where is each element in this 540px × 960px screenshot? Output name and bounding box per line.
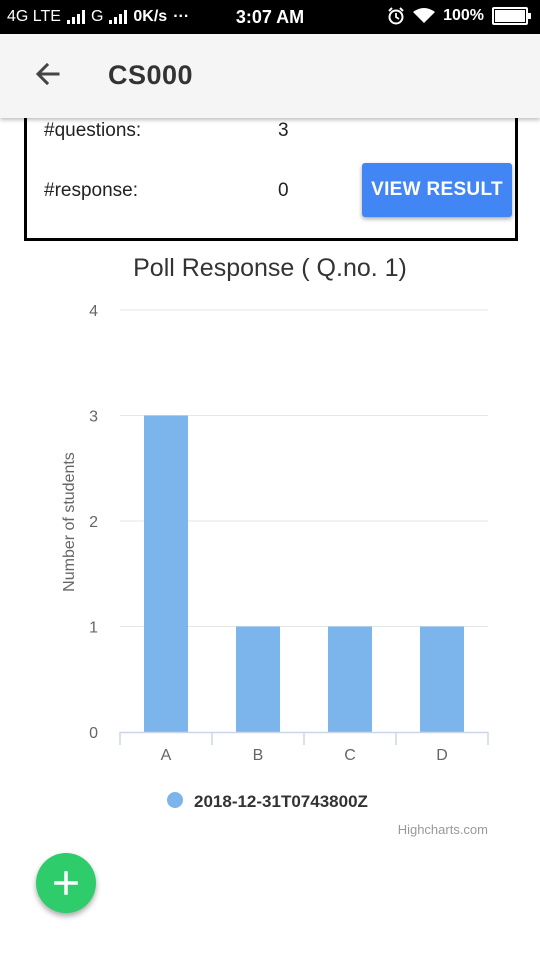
bar-A[interactable] — [144, 415, 188, 733]
x-tick-label: B — [253, 747, 264, 764]
bar-C[interactable] — [328, 626, 372, 733]
chart-legend[interactable]: 2018-12-31T0743800Z — [167, 792, 368, 811]
questions-value: 3 — [278, 120, 289, 141]
speed-label: 0K/s — [133, 8, 168, 25]
network-label: 4G LTE — [7, 8, 61, 25]
y-tick-label: 2 — [89, 514, 98, 531]
more-dots: ··· — [173, 8, 190, 25]
bar-B[interactable] — [236, 626, 280, 733]
battery-icon — [492, 7, 531, 25]
wifi-icon — [413, 8, 436, 23]
x-tick-label: D — [436, 747, 448, 764]
y-tick-label: 1 — [89, 620, 98, 637]
y-axis-ticks: 0 1 2 3 4 — [89, 303, 98, 742]
chart-title: Poll Response ( Q.no. 1) — [133, 254, 407, 282]
x-axis: A B C D — [119, 731, 489, 764]
y-axis-label: Number of students — [61, 452, 78, 592]
x-tick-label: A — [161, 747, 172, 764]
status-left: 4G LTE G 0K/s ··· — [7, 8, 189, 26]
legend-marker — [167, 792, 183, 808]
y-tick-label: 4 — [89, 303, 98, 320]
view-result-button[interactable]: VIEW RESULT — [362, 163, 512, 217]
alarm-icon — [388, 7, 404, 25]
plus-icon — [54, 871, 78, 895]
chart-bars — [144, 415, 464, 733]
course-info-card: #questions: 3 #response: 0 VIEW RESULT — [24, 104, 518, 241]
questions-label: #questions: — [44, 120, 142, 141]
chart-credit[interactable]: Highcharts.com — [398, 822, 488, 837]
x-tick-label: C — [344, 747, 356, 764]
battery-percent: 100% — [443, 7, 484, 24]
network2-label: G — [90, 8, 104, 25]
signal-icon — [66, 10, 85, 24]
response-label: #response: — [44, 180, 139, 201]
page-title: CS000 — [108, 60, 194, 90]
arrow-left-icon[interactable] — [30, 56, 66, 92]
response-value: 0 — [278, 180, 289, 201]
status-right: 100% — [387, 7, 531, 25]
y-tick-label: 3 — [89, 409, 98, 426]
poll-response-chart: Poll Response ( Q.no. 1) 0 1 2 3 4 Number of… — [61, 254, 489, 837]
clock: 3:07 AM — [235, 7, 305, 27]
y-tick-label: 0 — [89, 725, 98, 742]
legend-label[interactable]: 2018-12-31T0743800Z — [194, 792, 368, 811]
add-button[interactable] — [36, 853, 96, 913]
bar-D[interactable] — [420, 626, 464, 733]
app-bar: CS000 — [0, 34, 540, 118]
signal-icon-2 — [109, 10, 128, 24]
status-bar: 4G LTE G 0K/s ··· 3:07 AM 100% — [0, 0, 540, 34]
